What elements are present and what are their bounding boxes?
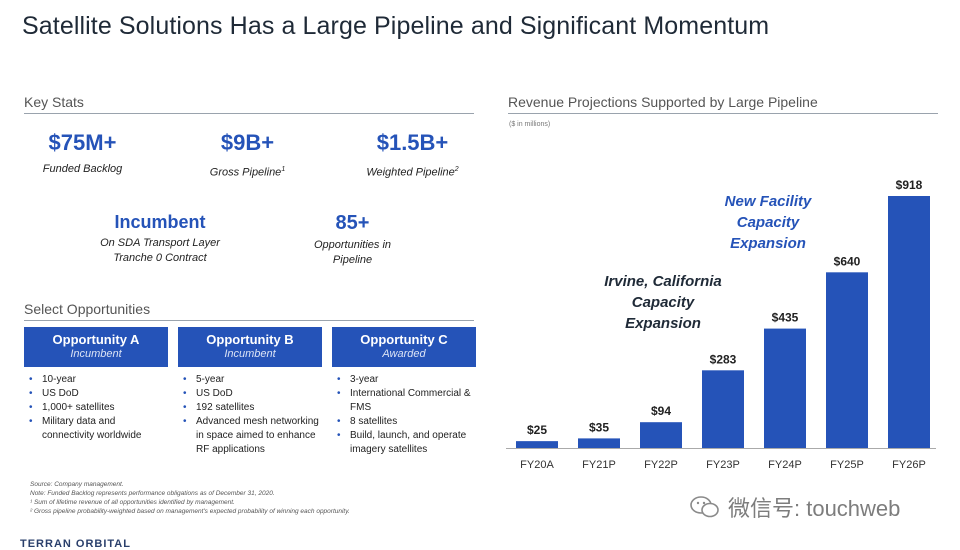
bar-fy24p [764, 328, 806, 448]
data-label: $35 [589, 420, 609, 434]
stat-value: $1.5B+ [376, 130, 449, 155]
list-item: International Commercial & FMS [332, 387, 476, 415]
opportunity-header: Opportunity C Awarded [332, 327, 476, 367]
list-item: US DoD [178, 387, 322, 401]
stat-label: Gross Pipeline [209, 166, 282, 179]
data-label: $283 [710, 352, 737, 366]
x-tick-label: FY23P [706, 459, 740, 471]
opportunity-c: Opportunity C Awarded 3-year Internation… [332, 327, 476, 457]
stat-value: $9B+ [220, 130, 275, 155]
bar-fy20a [516, 441, 558, 448]
annotation-text: New Facility [725, 193, 812, 210]
chart-title: Revenue Projections Supported by Large P… [508, 94, 938, 114]
watermark-text: 微信号: touchweb [728, 496, 901, 521]
stat-gross-pipeline: $9B+ Gross Pipeline1 [185, 130, 310, 181]
chart-units-note: ($ in millions) [509, 121, 551, 128]
annotation-text: Irvine, California [604, 273, 722, 290]
list-item: 5-year [178, 373, 322, 387]
stat-label-line: Opportunities in [313, 239, 392, 251]
stat-funded-backlog: $75M+ Funded Backlog [20, 130, 145, 177]
opportunity-a: Opportunity A Incumbent 10-year US DoD 1… [24, 327, 168, 443]
opportunity-status: Awarded [382, 348, 426, 360]
stat-weighted-pipeline: $1.5B+ Weighted Pipeline2 [350, 130, 475, 181]
bar-fy23p [702, 370, 744, 448]
footnotes: Source: Company management. Note: Funded… [30, 480, 350, 516]
bar-fy22p [640, 422, 682, 448]
list-item: US DoD [24, 387, 168, 401]
list-item: Build, launch, and operate imagery satel… [332, 429, 476, 457]
stat-label: Weighted Pipeline [366, 166, 455, 179]
stat-value: 85+ [335, 212, 370, 234]
stat-label-line: On SDA Transport Layer [100, 237, 220, 249]
opportunity-title: Opportunity B [206, 332, 294, 347]
opportunity-status: Incumbent [224, 348, 276, 360]
annotation-text: Capacity [632, 294, 695, 311]
data-label: $94 [651, 404, 671, 418]
footnote: ² Gross pipeline probability-weighted ba… [30, 508, 350, 515]
footnote-marker: 2 [454, 166, 459, 173]
data-label: $25 [527, 423, 547, 437]
list-item: 10-year [24, 373, 168, 387]
bar-fy25p [826, 272, 868, 448]
x-tick-label: FY21P [582, 459, 616, 471]
stat-label-line: Tranche 0 Contract [113, 252, 207, 264]
opportunities-heading: Select Opportunities [24, 301, 474, 321]
list-item: 3-year [332, 373, 476, 387]
stat-label: Funded Backlog [42, 163, 123, 175]
opportunity-status: Incumbent [70, 348, 122, 360]
wechat-icon [690, 495, 720, 519]
annotation-text: Expansion [625, 315, 701, 332]
annotation-text: Expansion [730, 235, 806, 252]
x-tick-label: FY25P [830, 459, 864, 471]
stat-label-line: Pipeline [332, 254, 373, 266]
bar-fy26p [888, 196, 930, 448]
stat-value: $75M+ [48, 130, 117, 155]
opportunity-header: Opportunity B Incumbent [178, 327, 322, 367]
page-title: Satellite Solutions Has a Large Pipeline… [22, 12, 770, 40]
list-item: Military data and connectivity worldwide [24, 415, 168, 443]
company-logo: TERRAN ORBITAL [20, 538, 131, 550]
stat-opportunities: 85+ Opportunities in Pipeline [295, 212, 410, 268]
list-item: 8 satellites [332, 415, 476, 429]
opportunity-bullets: 10-year US DoD 1,000+ satellites Militar… [24, 373, 168, 443]
stat-value: Incumbent [114, 212, 206, 232]
x-tick-label: FY20A [520, 459, 554, 471]
footnote: Source: Company management. [30, 481, 124, 488]
key-stats-heading: Key Stats [24, 94, 474, 114]
annotation-text: Capacity [737, 214, 800, 231]
opportunity-bullets: 5-year US DoD 192 satellites Advanced me… [178, 373, 322, 457]
footnote-marker: 1 [281, 166, 286, 173]
opportunity-b: Opportunity B Incumbent 5-year US DoD 19… [178, 327, 322, 457]
revenue-chart: $25 FY20A $35 FY21P $94 FY22P $283 FY23P $435 FY2… [506, 178, 936, 471]
opportunity-title: Opportunity A [52, 332, 140, 347]
data-label: $918 [896, 178, 923, 192]
data-label: $435 [772, 311, 799, 325]
list-item: 1,000+ satellites [24, 401, 168, 415]
list-item: 192 satellites [178, 401, 322, 415]
bar-fy21p [578, 438, 620, 448]
x-tick-label: FY26P [892, 459, 926, 471]
stat-incumbent: Incumbent On SDA Transport Layer Tranche… [80, 212, 240, 266]
opportunity-header: Opportunity A Incumbent [24, 327, 168, 367]
x-tick-label: FY24P [768, 459, 802, 471]
x-tick-label: FY22P [644, 459, 678, 471]
wechat-watermark: 微信号: touchweb [690, 491, 900, 523]
opportunity-title: Opportunity C [360, 332, 448, 347]
opportunity-bullets: 3-year International Commercial & FMS 8 … [332, 373, 476, 457]
list-item: Advanced mesh networking in space aimed … [178, 415, 322, 457]
footnote: ¹ Sum of lifetime revenue of all opportu… [30, 499, 235, 506]
data-label: $640 [834, 254, 861, 268]
footnote: Note: Funded Backlog represents performa… [30, 490, 275, 497]
